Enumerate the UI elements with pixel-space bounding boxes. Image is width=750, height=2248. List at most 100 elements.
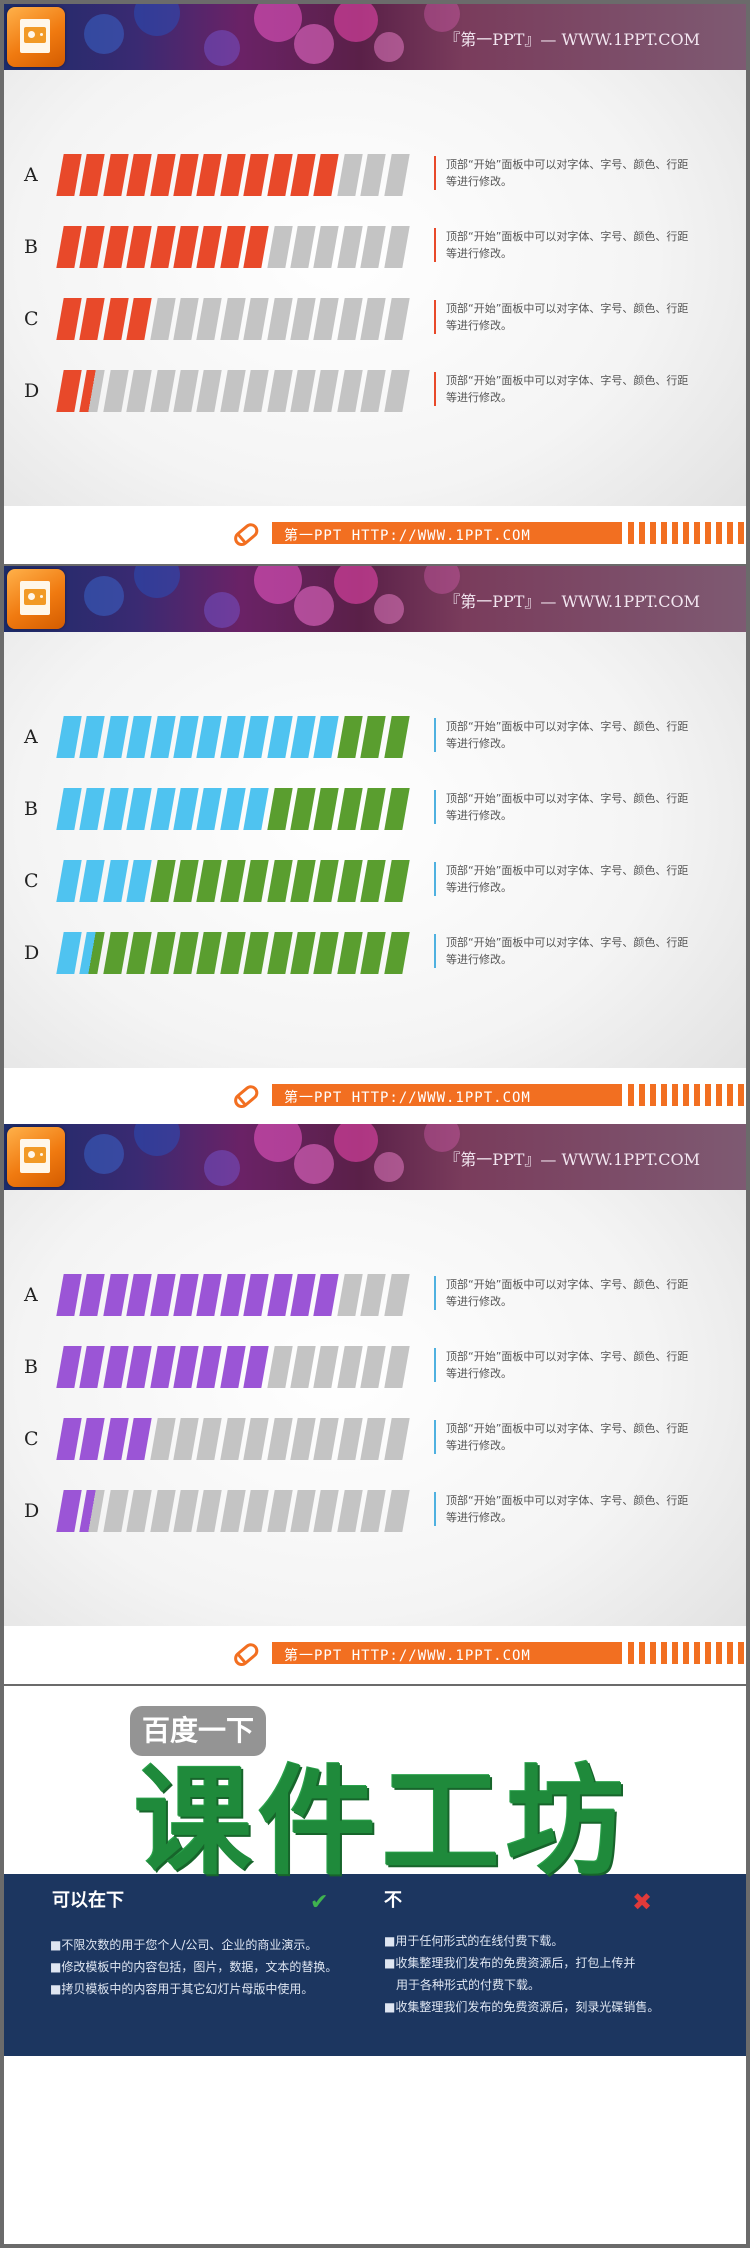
bar-segment	[56, 1418, 82, 1460]
bar-segment	[313, 788, 340, 830]
license-panel	[4, 1874, 746, 2056]
bar-segment	[79, 1490, 106, 1532]
row-description: 顶部“开始”面板中可以对字体、字号、颜色、行距等进行修改。	[434, 718, 694, 752]
bar-segment	[103, 1274, 129, 1316]
bar-segment	[56, 1346, 82, 1388]
bar-segment	[313, 1346, 340, 1388]
bar-segment	[313, 370, 340, 412]
bar-segment	[79, 932, 106, 974]
bar-segment	[126, 298, 152, 340]
bar-segment	[290, 1346, 316, 1388]
bar-segment	[360, 716, 386, 758]
bar-segment	[243, 154, 269, 196]
row-description: 顶部“开始”面板中可以对字体、字号、颜色、行距等进行修改。	[434, 156, 694, 190]
row-description: 顶部“开始”面板中可以对字体、字号、颜色、行距等进行修改。	[434, 228, 694, 262]
pencil-icon	[234, 1643, 259, 1666]
bar-segment	[360, 298, 386, 340]
bar-segment	[360, 860, 386, 902]
bar-segment	[79, 716, 106, 758]
row-description: 顶部“开始”面板中可以对字体、字号、颜色、行距等进行修改。	[434, 934, 694, 968]
bar-segment	[196, 1274, 223, 1316]
bar-segment	[196, 716, 223, 758]
bokeh-light	[294, 1144, 334, 1184]
footer-link[interactable]: 第一PPT HTTP://WWW.1PPT.COM	[284, 1090, 531, 1106]
bar-segment	[360, 1346, 386, 1388]
row-label: D	[24, 1500, 40, 1522]
bar-segment	[103, 226, 129, 268]
bar-segment	[266, 1490, 293, 1532]
bar-segment	[103, 370, 129, 412]
bokeh-light	[134, 1124, 180, 1156]
row-label: A	[24, 726, 38, 748]
bar-segment	[126, 1346, 152, 1388]
bar-segment	[266, 226, 293, 268]
footer-link[interactable]: 第一PPT HTTP://WWW.1PPT.COM	[284, 1648, 531, 1664]
footer-link[interactable]: 第一PPT HTTP://WWW.1PPT.COM	[284, 528, 531, 544]
license-item: ■不限次数的用于您个人/公司、企业的商业演示。	[50, 1938, 318, 1952]
bar-segment	[173, 860, 199, 902]
bokeh-light	[134, 4, 180, 36]
header-banner: 『第一PPT』— WWW.1PPT.COM	[4, 1124, 746, 1190]
bar-segment	[383, 298, 410, 340]
bokeh-light	[84, 1134, 124, 1174]
bar-segment	[290, 1274, 316, 1316]
bar-segment	[337, 298, 363, 340]
bar-segment	[126, 1490, 152, 1532]
bokeh-light	[254, 1124, 302, 1162]
bar-segment	[56, 370, 82, 412]
bar-segment	[290, 226, 316, 268]
bar-segment	[383, 1346, 410, 1388]
bar-segment	[79, 370, 106, 412]
bar-segment	[56, 932, 82, 974]
bar-segment	[266, 154, 293, 196]
bokeh-light	[334, 566, 378, 604]
bar-segment	[383, 788, 410, 830]
bar-segment	[149, 716, 176, 758]
bar-segment	[103, 1346, 129, 1388]
bar-segment	[266, 1274, 293, 1316]
pencil-icon	[234, 1085, 259, 1108]
bar-segment	[220, 1346, 246, 1388]
bar-segment	[220, 226, 246, 268]
bar-segment	[196, 370, 223, 412]
bar-segment	[383, 1490, 410, 1532]
bar-segment	[103, 860, 129, 902]
bar-segment	[243, 1418, 269, 1460]
bar-segment	[173, 1418, 199, 1460]
bar-segment	[103, 298, 129, 340]
bar-segment	[360, 226, 386, 268]
bar-segment	[149, 370, 176, 412]
bar-segment	[149, 932, 176, 974]
row-description: 顶部“开始”面板中可以对字体、字号、颜色、行距等进行修改。	[434, 1420, 694, 1454]
bar-segment	[173, 932, 199, 974]
bar-segment	[56, 226, 82, 268]
bar-segment	[196, 932, 223, 974]
bokeh-light	[254, 566, 302, 604]
bar-segment	[220, 154, 246, 196]
bar-segment	[360, 154, 386, 196]
bar-segment	[149, 154, 176, 196]
bar-segment	[337, 1346, 363, 1388]
bar-segment	[383, 1418, 410, 1460]
bar-segment	[337, 1490, 363, 1532]
bar-segment	[313, 154, 340, 196]
bar-segment	[103, 788, 129, 830]
bar-segment	[173, 716, 199, 758]
bar-segment	[313, 932, 340, 974]
progress-bar	[56, 226, 416, 268]
bar-segment	[243, 1346, 269, 1388]
bar-segment	[313, 298, 340, 340]
bar-segment	[220, 788, 246, 830]
row-description: 顶部“开始”面板中可以对字体、字号、颜色、行距等进行修改。	[434, 1276, 694, 1310]
bar-segment	[79, 1274, 106, 1316]
footer-bar	[272, 522, 622, 544]
progress-bar	[56, 154, 416, 196]
watermark-logo: 课件工坊	[134, 1753, 631, 1891]
row-label: B	[24, 798, 38, 820]
bar-segment	[337, 860, 363, 902]
bar-segment	[243, 298, 269, 340]
bokeh-light	[254, 4, 302, 42]
bar-segment	[149, 1418, 176, 1460]
bar-segment	[149, 1274, 176, 1316]
license-item: ■修改模板中的内容包括，图片，数据，文本的替换。	[50, 1960, 338, 1974]
